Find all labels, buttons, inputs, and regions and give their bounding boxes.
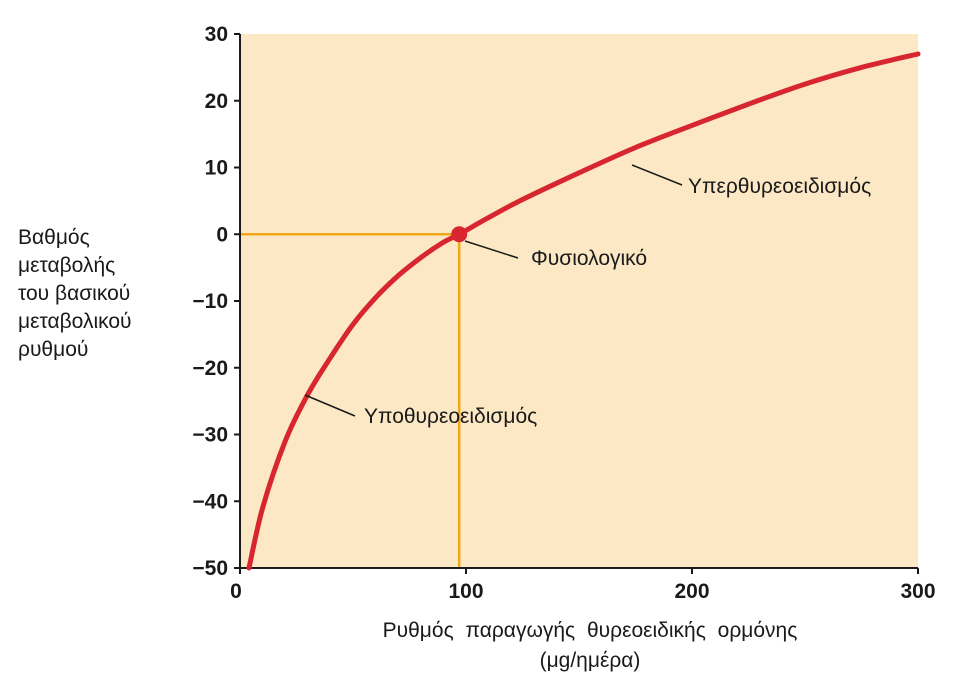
annotation-normal-leader (464, 240, 519, 259)
y-tick-label: −10 (192, 290, 228, 313)
y-tick-label: 0 (216, 223, 228, 246)
annotation-hypothyroidism: Υποθυρεοειδισμός (364, 405, 537, 428)
y-axis-label: Βαθμός μεταβολής του βασικού μεταβολικού ρυθ… (18, 224, 178, 364)
x-axis-label: Ρυθμός παραγωγής θυρεοειδικής ορμόνης (μg… (330, 616, 850, 676)
y-axis-label-line: μεταβολής (18, 254, 116, 277)
y-axis-label-line: του βασικού (18, 282, 131, 305)
y-axis-label-line: μεταβολικού (18, 310, 132, 333)
annotation-hypothyroidism-leader (304, 394, 356, 417)
y-tick-label: 10 (205, 157, 228, 180)
x-axis-label-line: Ρυθμός παραγωγής θυρεοειδικής ορμόνης (382, 619, 798, 642)
y-tick-label: 20 (205, 90, 228, 113)
x-tick-label: 200 (674, 580, 709, 603)
y-axis-label-line: ρυθμού (18, 338, 89, 361)
y-tick-label: −30 (192, 424, 228, 447)
annotation-hyperthyroidism-leader (631, 164, 683, 186)
y-tick-label: −40 (192, 490, 228, 513)
normal-point-marker (451, 226, 468, 243)
annotation-hyperthyroidism: Υπερθυρεοειδισμός (688, 175, 871, 198)
x-axis-label-line: (μg/ημέρα) (539, 649, 641, 672)
y-tick-label: 30 (205, 23, 228, 46)
y-tick-label: −20 (192, 357, 228, 380)
series-line (246, 51, 921, 571)
plot-background (240, 34, 918, 568)
x-tick-label: 300 (900, 580, 935, 603)
x-tick-label: 0 (230, 580, 242, 603)
y-axis-label-line: Βαθμός (18, 226, 90, 249)
y-tick-label: −50 (192, 557, 228, 580)
x-tick-label: 100 (448, 580, 483, 603)
annotation-normal: Φυσιολογικό (531, 247, 647, 270)
